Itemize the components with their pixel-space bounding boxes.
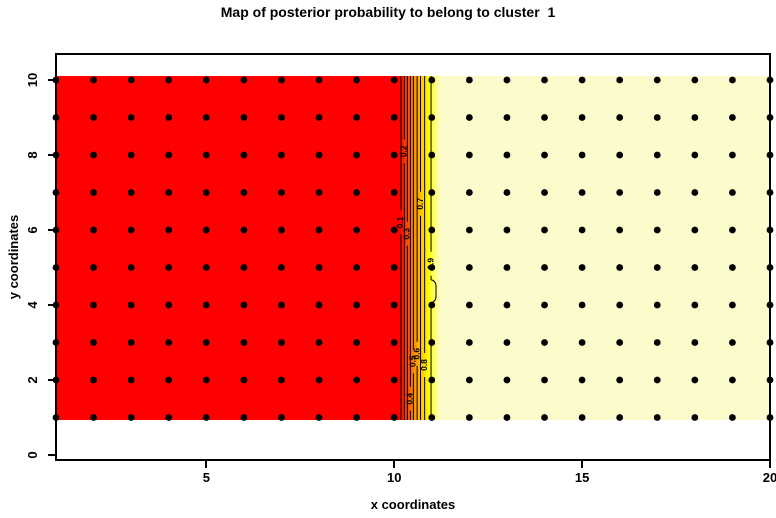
x-tick-label: 15 bbox=[574, 470, 590, 485]
y-tick-label: 10 bbox=[25, 72, 40, 88]
y-tick-label: 8 bbox=[25, 151, 40, 159]
y-tick bbox=[48, 79, 55, 81]
y-tick bbox=[48, 154, 55, 156]
y-tick bbox=[48, 304, 55, 306]
x-axis-title: x coordinates bbox=[370, 497, 456, 512]
x-tick bbox=[393, 461, 396, 468]
x-tick-label: 20 bbox=[762, 470, 776, 485]
y-tick bbox=[48, 454, 55, 456]
y-tick-label: 0 bbox=[25, 451, 40, 459]
x-tick-label: 5 bbox=[202, 470, 210, 485]
probability-fill-region bbox=[57, 76, 769, 420]
y-tick bbox=[48, 229, 55, 231]
chart-title: Map of posterior probability to belong t… bbox=[220, 4, 556, 20]
y-tick-label: 2 bbox=[25, 376, 40, 384]
x-tick-label: 10 bbox=[386, 470, 402, 485]
y-tick-label: 4 bbox=[25, 301, 40, 309]
y-axis-title: y coordinates bbox=[6, 214, 21, 300]
x-tick bbox=[768, 461, 771, 468]
x-tick bbox=[205, 461, 208, 468]
x-tick bbox=[581, 461, 584, 468]
y-tick bbox=[48, 379, 55, 381]
y-tick-label: 6 bbox=[25, 226, 40, 234]
